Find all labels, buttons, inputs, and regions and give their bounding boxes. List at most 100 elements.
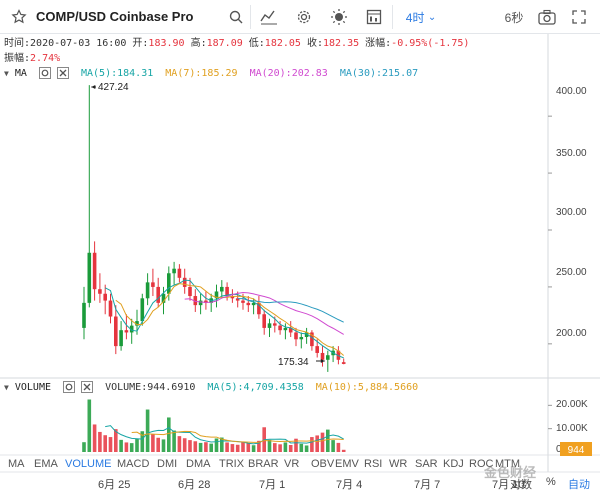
symbol-title[interactable]: COMP/USD Coinbase Pro	[36, 9, 194, 24]
volume-bar	[140, 431, 145, 452]
candle-body	[235, 298, 240, 301]
watermark-text: 金色财经	[484, 465, 537, 480]
low-annotation: 175.34	[278, 357, 309, 368]
indicator-tab-wr[interactable]: WR	[389, 458, 408, 470]
candle-body	[156, 286, 160, 303]
candle-body	[273, 323, 277, 326]
indicator-tab-rsi[interactable]: RSI	[364, 458, 383, 470]
volume-bar	[320, 432, 325, 452]
price-tick: 350.00	[556, 148, 587, 159]
volume-bar	[204, 442, 208, 452]
theme-brightness-icon[interactable]	[329, 0, 349, 34]
layout-icon[interactable]	[364, 0, 384, 34]
indicator-bar: MA EMA VOLUME MACD DMI DMA TRIX BRAR VR OBV EMV RSI…	[0, 456, 600, 472]
indicator-tab-kdj[interactable]: KDJ	[443, 458, 464, 470]
date-label: 6月 25	[98, 479, 131, 491]
volume-bar	[129, 443, 134, 452]
candle-body	[230, 296, 235, 299]
volume-bar	[230, 444, 235, 452]
auto-scale-toggle[interactable]: 自动	[568, 479, 590, 491]
volume-value: VOLUME:944.6910	[105, 382, 196, 393]
candle-body	[161, 293, 166, 303]
amplitude-value: 2.74%	[30, 53, 61, 64]
close-label: 收:	[306, 38, 323, 49]
indicator-tab-trix[interactable]: TRIX	[219, 458, 245, 470]
candle-body	[119, 330, 123, 347]
volume-bar	[220, 437, 224, 452]
open-label: 开:	[132, 38, 149, 49]
candle-body	[135, 321, 139, 326]
indicator-tab-macd[interactable]: MACD	[117, 458, 150, 470]
ma-settings-gear-icon[interactable]	[38, 67, 51, 79]
candle-body	[108, 300, 113, 317]
volume-bar	[114, 429, 118, 452]
candle-body	[326, 355, 330, 360]
date-axis: 6月 25 6月 28 7月 1 7月 4 7月 7 7月 10 % 自动 对数	[0, 474, 600, 492]
volume-bar	[341, 449, 346, 452]
camera-screenshot-icon[interactable]	[536, 0, 558, 34]
indicator-tab-obv[interactable]: OBV	[311, 458, 335, 470]
candle-body	[140, 298, 145, 322]
candle-body	[267, 323, 272, 328]
ma-legend-dropdown-icon[interactable]: ▼	[4, 69, 9, 78]
candle-body	[310, 332, 314, 347]
volume-bar	[214, 438, 219, 452]
favorite-star-icon[interactable]	[8, 0, 30, 34]
low-label: 低:	[248, 38, 265, 49]
volume-bar	[124, 442, 129, 452]
indicator-tab-emv[interactable]: EMV	[335, 458, 359, 470]
search-icon[interactable]	[226, 0, 246, 34]
indicator-tab-dma[interactable]: DMA	[186, 458, 211, 470]
date-label: 7月 7	[414, 479, 441, 491]
date-label: 7月 1	[259, 479, 286, 491]
volume-bar	[251, 445, 256, 452]
volume-settings-gear-icon[interactable]	[63, 381, 76, 393]
volume-bar	[326, 429, 330, 452]
volume-ma10-value: MA(10):5,884.5660	[315, 382, 419, 393]
candle-body	[98, 289, 102, 294]
candles	[82, 85, 346, 372]
date-label: 6月 28	[178, 479, 211, 491]
indicator-tab-ma[interactable]: MA	[8, 458, 25, 470]
indicator-tab-roc[interactable]: ROC	[469, 458, 494, 470]
volume-legend: ▼ VOLUME VOLUME:944.6910 MA(5):4,709.435…	[4, 381, 418, 395]
volume-tick: 20.00K	[556, 399, 588, 410]
volume-bar	[108, 437, 113, 452]
interval-selector[interactable]: 4时 ⌄	[400, 0, 442, 34]
volume-legend-dropdown-icon[interactable]: ▼	[4, 383, 9, 392]
indicator-tab-vr[interactable]: VR	[284, 458, 300, 470]
price-annotations: 427.24 175.34	[91, 82, 325, 368]
fullscreen-icon[interactable]	[568, 0, 590, 34]
volume-bars	[82, 399, 346, 452]
volume-bar	[262, 427, 266, 452]
volume-bar	[246, 443, 251, 452]
volume-bar	[87, 399, 92, 452]
ohlc-info: 时间:2020-07-03 16:00 开:183.90 高:187.09 低:…	[4, 36, 469, 66]
indicator-tab-sar[interactable]: SAR	[415, 458, 438, 470]
indicator-tab-ema[interactable]: EMA	[34, 458, 58, 470]
candle-body	[172, 268, 176, 274]
ma-close-icon[interactable]	[56, 67, 69, 79]
ohlc-line-2: 振幅:2.74%	[4, 51, 469, 66]
low-value: 182.05	[264, 38, 301, 49]
volume-bar	[315, 435, 319, 452]
volume-close-icon[interactable]	[81, 381, 94, 393]
ma-legend-name: MA	[14, 68, 27, 79]
high-annotation: 427.24	[98, 82, 129, 93]
candle-body	[129, 325, 134, 333]
indicator-tab-volume[interactable]: VOLUME	[65, 458, 112, 470]
candle-body	[257, 302, 261, 315]
volume-bar	[336, 442, 341, 452]
settings-gear-icon[interactable]	[294, 0, 314, 34]
candle-body	[124, 330, 129, 333]
volume-bar	[135, 438, 139, 452]
indicator-tab-dmi[interactable]: DMI	[157, 458, 178, 470]
candle-body	[288, 327, 293, 333]
percent-toggle[interactable]: %	[546, 476, 556, 488]
indicator-tab-mtm[interactable]: MTM	[495, 458, 521, 470]
indicator-tab-brar[interactable]: BRAR	[248, 458, 279, 470]
volume-bar	[241, 441, 245, 452]
indicators-icon[interactable]	[258, 0, 280, 34]
log-scale-toggle[interactable]: 对数	[510, 479, 532, 491]
volume-bar	[119, 439, 123, 452]
